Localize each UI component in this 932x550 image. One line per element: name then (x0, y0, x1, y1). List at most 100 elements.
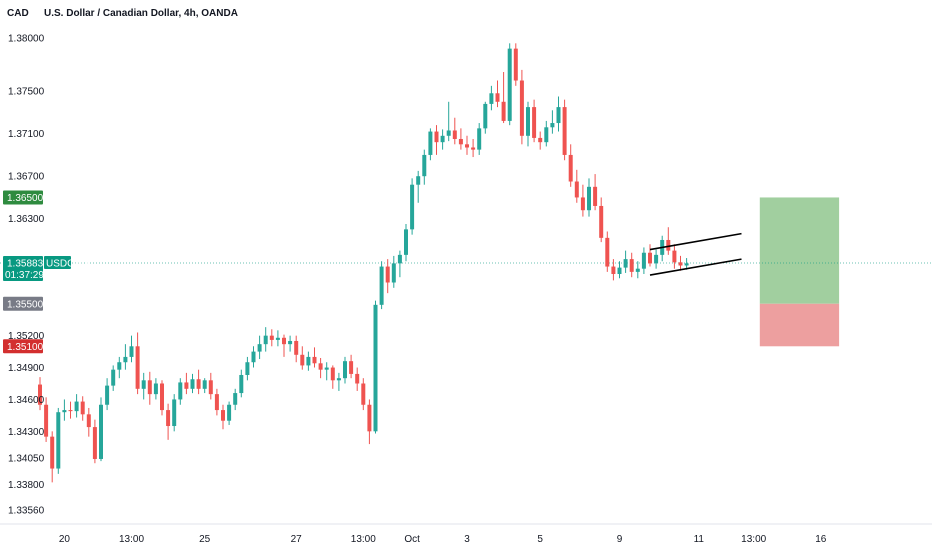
candle (214, 388, 219, 416)
candle (623, 250, 628, 273)
candle-body (446, 130, 451, 136)
candle (263, 327, 268, 352)
candle (519, 69, 524, 145)
candle-body (74, 401, 79, 412)
price-tick-label: 1.37100 (8, 129, 45, 140)
loss-zone[interactable] (759, 303, 840, 347)
time-tick-label: 11 (694, 534, 705, 545)
profit-zone[interactable] (759, 197, 840, 304)
candle (111, 365, 116, 391)
candle (434, 125, 439, 155)
candle (611, 259, 616, 281)
candle-body (62, 410, 67, 413)
candle-body (92, 427, 97, 459)
candle (666, 227, 671, 255)
current-price-tag-bg (3, 256, 43, 282)
candle-body (251, 351, 256, 363)
candle-body (373, 304, 378, 432)
candle (245, 356, 250, 381)
candle (318, 357, 323, 379)
time-tick-label: 25 (199, 534, 211, 545)
candle-body (257, 344, 262, 352)
candle-body (184, 382, 189, 389)
candle-body (513, 48, 518, 81)
candle (129, 335, 134, 363)
candle (458, 128, 463, 150)
candle (532, 99, 537, 143)
time-axis: 20 13:00 25 27 13:00 Oct 3 5 9 11 13:00 16 (59, 534, 827, 545)
candle-body (343, 361, 347, 379)
candle-body (68, 410, 73, 412)
channel-lower-line[interactable] (649, 258, 742, 276)
price-tick-label: 1.33560 (8, 506, 45, 517)
stop-price-tag: 1.35100 (3, 339, 44, 354)
time-tick-label: 13:00 (119, 534, 144, 545)
channel-upper-line[interactable] (649, 232, 742, 251)
candle-body (495, 93, 500, 102)
candle (568, 144, 573, 187)
candle (68, 401, 73, 419)
candle (391, 255, 396, 288)
candle (324, 362, 329, 381)
candle (294, 335, 299, 363)
candle (684, 258, 689, 270)
candle-body (422, 154, 427, 177)
time-tick-label: 13:00 (351, 534, 376, 545)
candle (251, 346, 256, 368)
candle (166, 403, 171, 440)
candle (184, 372, 189, 395)
candle-body (227, 404, 232, 421)
price-tick-label: 1.38000 (8, 34, 45, 45)
position-tool[interactable] (759, 197, 840, 347)
candle-body (336, 378, 341, 381)
candle-body (641, 252, 646, 269)
candle (86, 407, 91, 437)
candle (617, 261, 622, 279)
candle-body (538, 137, 543, 143)
candle (428, 128, 433, 161)
candle-body (202, 380, 207, 389)
candle-body (556, 107, 561, 124)
candle (440, 129, 445, 150)
candle-body (269, 335, 274, 340)
candle-body (507, 48, 512, 121)
price-tick-label: 1.36300 (8, 214, 45, 225)
candle-body (648, 252, 652, 264)
candle (544, 120, 549, 147)
price-axis: 1.38000 1.37500 1.37100 1.36700 1.36300 1.352… (8, 34, 45, 517)
price-tick-label: 1.33800 (8, 480, 45, 491)
candle (275, 330, 280, 347)
candle (227, 401, 232, 425)
channel-lines[interactable] (649, 232, 742, 276)
candle-body (471, 147, 476, 150)
candle-body (239, 374, 244, 394)
candle (269, 329, 274, 347)
candle-body (166, 410, 171, 427)
candle (562, 99, 567, 161)
symbol-tag-label: USDCAD (46, 259, 88, 270)
candle-body (580, 197, 585, 211)
candle (367, 399, 372, 445)
candle (495, 80, 500, 108)
chart-title: U.S. Dollar / Canadian Dollar, 4h, OANDA (44, 8, 238, 19)
candle (300, 346, 305, 370)
candle-body (666, 239, 671, 251)
candle-body (465, 144, 469, 148)
candle-body (38, 384, 42, 405)
candle-body (105, 385, 110, 405)
candle-body (587, 186, 591, 211)
candle-body (458, 138, 463, 145)
candle-body (129, 346, 134, 357)
candle (349, 354, 354, 379)
candle (538, 131, 543, 150)
candle-body (599, 205, 604, 238)
candle (80, 396, 85, 421)
candle (416, 170, 421, 203)
candle (410, 178, 415, 235)
chart-header: CAD U.S. Dollar / Canadian Dollar, 4h, O… (7, 8, 238, 19)
candle-body (605, 237, 610, 267)
candle-body (544, 127, 549, 143)
candle-body (178, 382, 183, 400)
candle (288, 335, 293, 352)
